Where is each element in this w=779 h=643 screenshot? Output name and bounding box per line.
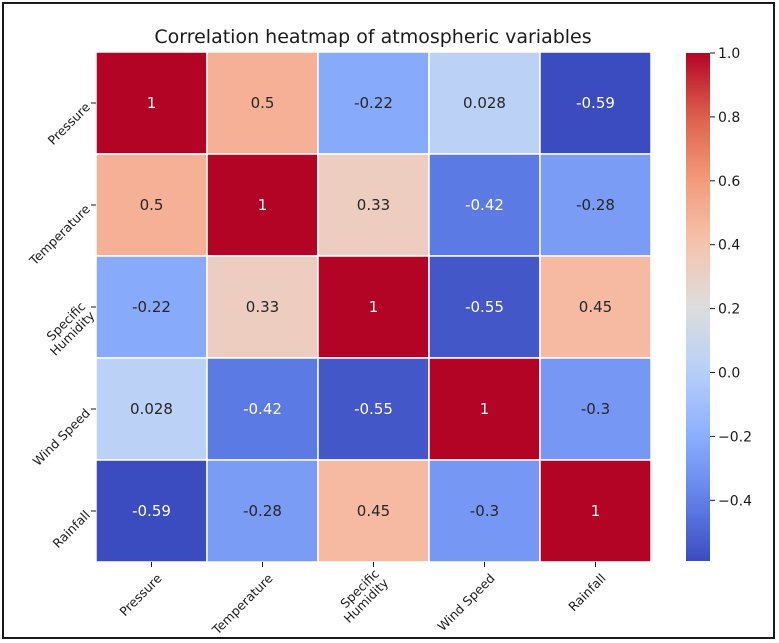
cell-value-label: 0.5 <box>251 94 275 112</box>
colorbar-tick-label: 0.4 <box>718 238 740 254</box>
row-tick-label: Pressure <box>45 99 94 148</box>
cell-value-label: 1 <box>591 502 601 520</box>
heatmap-cell <box>317 51 430 155</box>
heatmap-cell <box>206 459 319 563</box>
column-tick-label: Rainfall <box>565 571 608 614</box>
cell-value-label: -0.22 <box>354 94 393 112</box>
cell-value-label: 1 <box>147 94 157 112</box>
cell-value-label: -0.55 <box>465 298 504 316</box>
colorbar-tick-label: 0.0 <box>718 365 740 381</box>
heatmap-cell <box>95 51 208 155</box>
cell-value-label: -0.59 <box>132 502 171 520</box>
cell-value-label: -0.22 <box>132 298 171 316</box>
heatmap-cell <box>428 459 541 563</box>
cell-value-label: 0.028 <box>463 94 506 112</box>
colorbar-tick-label: 0.6 <box>718 174 740 190</box>
row-tick-label: SpecificHumidity <box>38 298 98 358</box>
heatmap-cell <box>206 153 319 257</box>
column-tick-label: Temperature <box>208 570 276 638</box>
heatmap-cell <box>539 51 652 155</box>
row-tick-label: Wind Speed <box>30 405 93 468</box>
cell-value-label: -0.3 <box>581 400 610 418</box>
heatmap-cell <box>95 255 208 359</box>
heatmap-cell <box>539 255 652 359</box>
heatmap-cell <box>317 357 430 461</box>
heatmap-cell <box>428 153 541 257</box>
column-tick-label: Pressure <box>116 570 165 619</box>
cell-value-label: -0.42 <box>243 400 282 418</box>
cell-value-label: 1 <box>369 298 379 316</box>
cell-value-label: 0.45 <box>579 298 612 316</box>
colorbar-tick-label: −0.4 <box>718 493 752 509</box>
cell-value-label: 0.45 <box>357 502 390 520</box>
cell-value-label: -0.28 <box>243 502 282 520</box>
heatmap-cell <box>95 459 208 563</box>
cell-value-label: 0.33 <box>246 298 279 316</box>
cell-value-label: -0.28 <box>576 196 615 214</box>
column-tick-label: Wind Speed <box>434 571 497 634</box>
heatmap-cells: 1 0.5 -0.22 0.028 -0.59 0.5 1 0.33 -0.42 -0.28 -0.… <box>95 51 652 563</box>
heatmap-cell <box>539 153 652 257</box>
cell-value-label: 0.5 <box>140 196 164 214</box>
cell-value-label: 1 <box>480 400 490 418</box>
colorbar-tick-label: 1.0 <box>718 46 740 62</box>
heatmap-cell <box>539 357 652 461</box>
cell-value-label: 1 <box>258 196 268 214</box>
chart-title: Correlation heatmap of atmospheric varia… <box>154 26 591 48</box>
row-tick-label: Temperature <box>26 201 94 269</box>
heatmap-cell <box>206 357 319 461</box>
column-tick-label: SpecificHumidity <box>331 566 391 626</box>
colorbar: 1.0 0.8 0.6 0.4 0.2 0.0 −0.2 −0.4 <box>686 46 752 561</box>
colorbar-gradient <box>686 53 710 561</box>
cell-value-label: -0.3 <box>470 502 499 520</box>
colorbar-tick-label: 0.2 <box>718 302 740 318</box>
cell-value-label: -0.55 <box>354 400 393 418</box>
heatmap-cell <box>317 255 430 359</box>
column-tick-labels: Pressure Temperature SpecificHumidity Wind … <box>116 562 609 638</box>
colorbar-tick-label: 0.8 <box>718 110 740 126</box>
colorbar-tick-label: −0.2 <box>718 429 752 445</box>
cell-value-label: -0.59 <box>576 94 615 112</box>
heatmap-cell <box>206 51 319 155</box>
cell-value-label: 0.33 <box>357 196 390 214</box>
cell-value-label: -0.42 <box>465 196 504 214</box>
heatmap-cell <box>428 357 541 461</box>
heatmap-cell <box>539 459 652 563</box>
row-tick-labels: Pressure Temperature SpecificHumidity Wind … <box>26 99 98 551</box>
row-tick-label: Rainfall <box>49 507 92 550</box>
cell-value-label: 0.028 <box>130 400 173 418</box>
